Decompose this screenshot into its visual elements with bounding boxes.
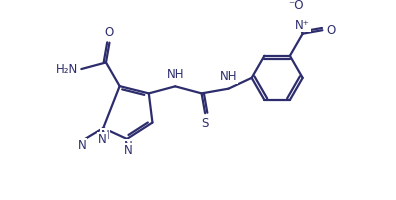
Text: N: N (101, 129, 109, 142)
Text: ⁻O: ⁻O (288, 0, 304, 12)
Text: N: N (124, 144, 132, 157)
Text: NH: NH (220, 70, 237, 83)
Text: N: N (78, 139, 87, 152)
Text: S: S (202, 117, 209, 130)
Text: O: O (326, 24, 335, 37)
Text: N: N (124, 140, 132, 153)
Text: H₂N: H₂N (55, 63, 78, 76)
Text: N⁺: N⁺ (295, 19, 310, 32)
Text: N: N (98, 133, 107, 146)
Text: O: O (105, 26, 114, 39)
Text: NH: NH (166, 68, 184, 81)
